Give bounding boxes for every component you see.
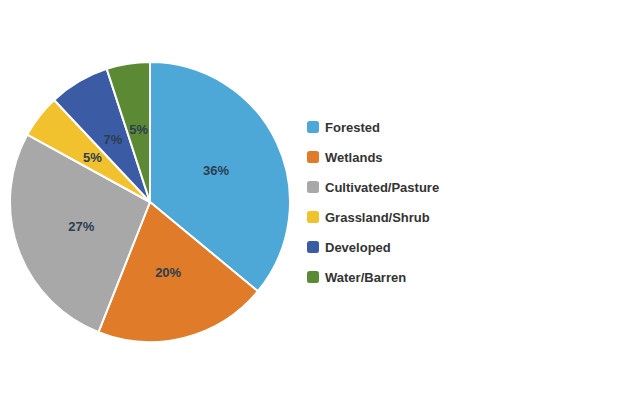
svg-text:Developed: Developed: [325, 240, 391, 255]
svg-text:5%: 5%: [83, 150, 102, 165]
svg-text:20%: 20%: [155, 265, 181, 280]
svg-text:Grassland/Shrub: Grassland/Shrub: [325, 210, 430, 225]
svg-text:27%: 27%: [68, 219, 94, 234]
svg-text:5%: 5%: [129, 122, 148, 137]
svg-text:Water/Barren: Water/Barren: [325, 270, 406, 285]
svg-text:Cultivated/Pasture: Cultivated/Pasture: [325, 180, 439, 195]
svg-text:7%: 7%: [103, 132, 122, 147]
svg-text:36%: 36%: [203, 163, 229, 178]
svg-text:Wetlands: Wetlands: [325, 150, 383, 165]
svg-text:Forested: Forested: [325, 120, 380, 135]
